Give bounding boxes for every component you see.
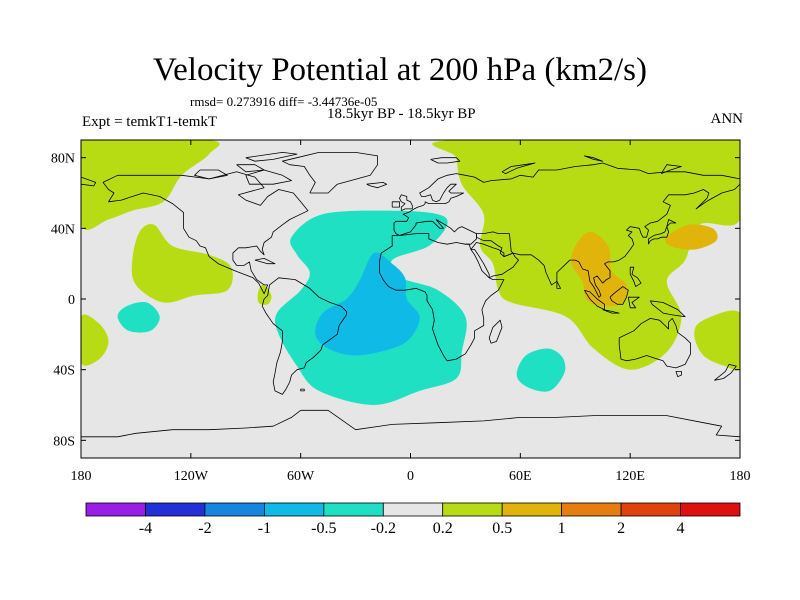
coastline <box>254 257 276 265</box>
contour-region-7 <box>81 140 220 230</box>
contour-region-1 <box>315 252 420 356</box>
y-tick-label: 80S <box>53 434 75 449</box>
contour-region-5 <box>571 231 628 307</box>
x-tick-label: 120E <box>615 469 645 484</box>
coastline <box>627 296 640 309</box>
coastline <box>430 157 461 164</box>
coastline <box>512 183 740 298</box>
coastline <box>281 151 379 194</box>
y-tick-label: 40N <box>51 222 75 237</box>
contour-region-6 <box>665 224 718 250</box>
colorbar-label: 2 <box>617 520 625 537</box>
coastline <box>556 281 561 289</box>
colorbar-swatch <box>501 502 563 517</box>
colorbar-swatch <box>85 502 146 517</box>
colorbar-label: -0.2 <box>371 520 396 537</box>
colorbar-swatch <box>145 502 206 517</box>
colorbar-swatch <box>323 502 384 517</box>
coastline <box>629 266 642 288</box>
coastline <box>649 300 686 318</box>
coastline <box>584 289 605 311</box>
coastline <box>584 155 604 162</box>
colorbar-label: -4 <box>139 520 152 537</box>
x-tick-label: 120W <box>174 469 209 484</box>
subtitle: 18.5kyr BP - 18.5kyr BP <box>327 106 476 122</box>
colorbar-label: 0.2 <box>433 520 453 537</box>
contour-region-3 <box>117 301 160 333</box>
coastline <box>501 162 536 175</box>
colorbar-label: 1 <box>558 520 566 537</box>
contour-region-10 <box>694 310 740 371</box>
coastline <box>245 151 298 162</box>
coastline <box>261 277 347 395</box>
coastline <box>488 319 503 344</box>
colorbar-label: -0.5 <box>311 520 336 537</box>
season-label: ANN <box>710 111 744 127</box>
coastline <box>475 231 514 258</box>
contour-region-11 <box>257 284 272 305</box>
coastline <box>602 309 620 314</box>
y-tick-label: 40S <box>53 364 75 379</box>
coastline <box>609 286 629 305</box>
colorbar-swatch <box>680 502 741 517</box>
experiment-label: Expt = temkT1-temkT <box>82 114 218 130</box>
coastline <box>236 164 265 173</box>
contour-fills <box>81 140 740 405</box>
x-tick-label: 60W <box>287 469 315 484</box>
contour-region-2 <box>516 348 566 392</box>
coastline <box>675 370 682 378</box>
x-tick-label: 180 <box>730 469 751 484</box>
coastline <box>81 409 301 438</box>
y-tick-label: 0 <box>68 293 75 308</box>
coastlines <box>81 151 740 438</box>
x-tick-label: 60E <box>509 469 532 484</box>
x-tick-label: 0 <box>407 469 414 484</box>
colorbar-label: 0.5 <box>492 520 512 537</box>
colorbar-swatch <box>620 502 681 517</box>
colorbar-label: -2 <box>198 520 211 537</box>
coastline <box>618 317 691 369</box>
coastline <box>391 201 400 208</box>
colorbar-swatch <box>204 502 265 517</box>
coastline <box>102 171 309 295</box>
coastline <box>648 219 677 245</box>
coastline <box>714 363 737 381</box>
coastline <box>393 162 740 236</box>
y-tick-label: 80N <box>51 152 75 167</box>
contour-region-9 <box>81 314 109 366</box>
coastline <box>81 176 96 187</box>
coastline <box>366 181 388 189</box>
coastline <box>300 388 305 392</box>
coastline <box>399 194 413 212</box>
coastline <box>300 409 740 438</box>
stats-text: rmsd= 0.273916 diff= -3.44736e-05 <box>190 94 378 109</box>
coastline <box>194 169 228 180</box>
colorbar-swatch <box>442 502 503 517</box>
coastline <box>378 235 505 362</box>
colorbar-swatch <box>382 502 444 517</box>
coastline <box>392 219 477 245</box>
coastline <box>660 164 682 174</box>
colorbar-label: 4 <box>677 520 685 537</box>
x-tick-label: 180 <box>71 469 92 484</box>
chart-title: Velocity Potential at 200 hPa (km2/s) <box>152 52 648 88</box>
coastline <box>470 242 519 279</box>
colorbar-swatch <box>561 502 622 517</box>
contour-region-8 <box>131 224 233 303</box>
colorbar-swatch <box>263 502 325 517</box>
colorbar-label: -1 <box>258 520 271 537</box>
